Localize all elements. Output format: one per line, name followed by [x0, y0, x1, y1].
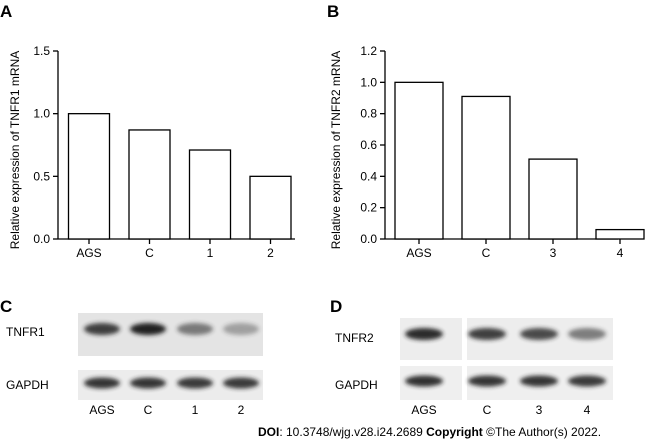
blot-d-lane-label: 4 [584, 403, 591, 417]
blot-d-band-row1 [520, 328, 558, 340]
chart-b-bar [528, 158, 578, 240]
chart-a-xtick-label: 2 [267, 246, 274, 260]
chart-a-xtick-label: 1 [207, 246, 214, 260]
chart-b-ytick-label: 0.2 [360, 201, 377, 215]
chart-b-ytick-label: 1.2 [360, 44, 377, 58]
chart-b-xtick-label: AGS [406, 246, 431, 260]
chart-b-xtick-label: 3 [550, 246, 557, 260]
blot-c-row1-label: TNFR1 [6, 325, 45, 339]
blot-c-band-row1 [223, 323, 259, 335]
chart-a-xtick-label: C [145, 246, 154, 260]
western-blot-d: TNFR2 GAPDH AGS C 3 4 [335, 318, 613, 417]
blot-c-band-row2 [177, 377, 213, 389]
chart-a-tnfr1: Relative expression of TNFR1 mRNA 0.0 0.5… [8, 44, 295, 260]
chart-a-ylabel: Relative expression of TNFR1 mRNA [8, 51, 22, 250]
chart-b-ylabel: Relative expression of TNFR2 mRNA [329, 51, 343, 250]
chart-a-ytick-label: 1.0 [33, 107, 50, 121]
chart-b-ytick-label: 0.6 [360, 138, 377, 152]
blot-c-band-row2 [223, 377, 259, 389]
blot-c-band-row1 [177, 323, 213, 335]
chart-b-xtick-label: C [482, 246, 491, 260]
blot-d-band-row1 [468, 328, 506, 340]
blot-c-lane-label: C [144, 403, 153, 417]
chart-a-ytick-label: 0.5 [33, 169, 50, 183]
chart-b-tnfr2: Relative expression of TNFR2 mRNA 0.0 0.2… [329, 44, 645, 260]
chart-b-xtick-label: 4 [617, 246, 624, 260]
blot-d-row2-label: GAPDH [335, 378, 378, 392]
western-blot-c: TNFR1 GAPDH AGS C 1 2 [6, 313, 263, 417]
chart-a-bar [249, 175, 292, 240]
blot-c-row2-label: GAPDH [6, 378, 49, 392]
blot-c-lane-label: 2 [238, 403, 245, 417]
blot-d-lane-label: 3 [536, 403, 543, 417]
doi-label: DOI [258, 425, 280, 439]
doi-value: : 10.3748/wjg.v28.i24.2689 [279, 425, 423, 439]
figure-footer: DOI: 10.3748/wjg.v28.i24.2689 Copyright … [258, 425, 601, 439]
blot-d-band-row2 [568, 375, 606, 387]
blot-d-band-row2 [405, 375, 443, 387]
chart-b-ytick-label: 0.8 [360, 107, 377, 121]
blot-d-lane-label: AGS [411, 403, 436, 417]
blot-c-lane-label: 1 [192, 403, 199, 417]
chart-a-bar [128, 129, 171, 240]
chart-a-ytick-label: 1.5 [33, 44, 50, 58]
chart-a-bar [188, 149, 232, 240]
blot-c-lane-label: AGS [89, 403, 114, 417]
chart-b-bar [595, 228, 645, 240]
chart-a-ytick-label: 0.0 [33, 232, 50, 246]
panel-letter-c: C [0, 297, 12, 316]
copyright-label: Copyright [426, 425, 483, 439]
chart-a-bar [67, 113, 111, 240]
blot-d-band-row2 [468, 375, 506, 387]
copyright-value: ©The Author(s) 2022. [482, 425, 602, 439]
panel-letter-d: D [330, 297, 342, 316]
blot-d-band-row1 [405, 328, 443, 340]
chart-a-xtick-label: AGS [76, 246, 101, 260]
blot-c-band-row2 [130, 377, 166, 389]
blot-d-lane-label: C [483, 403, 492, 417]
blot-d-band-row1 [568, 328, 606, 340]
blot-c-band-row2 [84, 377, 120, 389]
chart-b-ytick-label: 0.4 [360, 169, 377, 183]
chart-b-bar [461, 95, 511, 240]
chart-b-bar [394, 81, 444, 240]
panel-letter-b: B [327, 2, 339, 21]
blot-c-band-row1 [84, 323, 120, 335]
blot-c-band-row1 [130, 323, 166, 335]
blot-d-band-row2 [520, 375, 558, 387]
chart-b-ytick-label: 1.0 [360, 75, 377, 89]
blot-d-row1-label: TNFR2 [335, 331, 374, 345]
chart-b-ytick-label: 0.0 [360, 232, 377, 246]
panel-letter-a: A [0, 2, 12, 21]
